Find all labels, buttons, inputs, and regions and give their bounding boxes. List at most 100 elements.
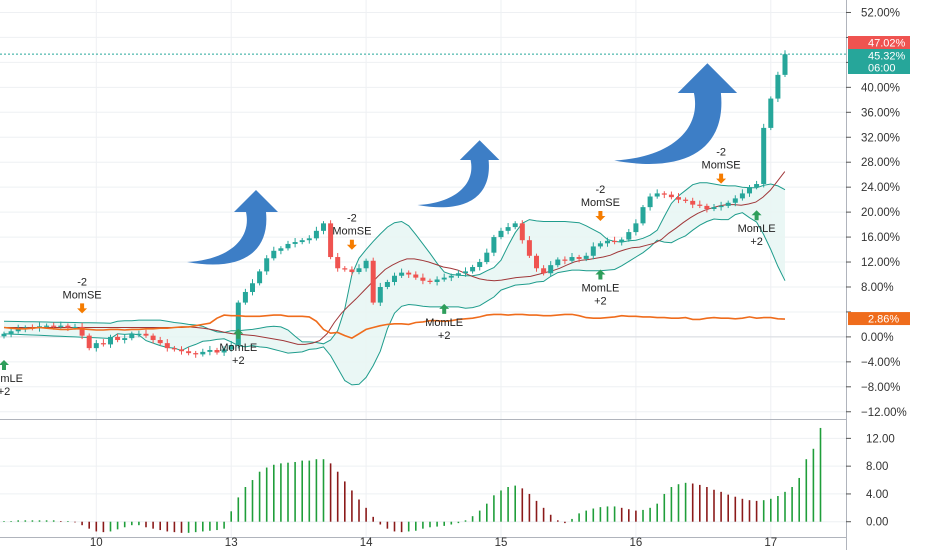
price-badge: 47.02% [848,36,910,50]
candle-body [569,257,575,261]
candle-body [399,272,405,276]
candle-body [498,230,504,238]
price-badge-bg [848,61,910,74]
signal-label: +2 [232,355,245,367]
price-tick-label: −4.00% [861,357,900,369]
candle-body [15,328,21,332]
time-tick-label: 15 [495,537,508,549]
price-badge: 06:00 [848,61,910,75]
price-badge: 45.32% [848,49,910,63]
candle-body [441,277,447,280]
up-arrow-icon [439,303,450,314]
candle-body [654,193,660,197]
candle-body [576,257,582,259]
candle-body [541,268,547,274]
candle-body [377,286,383,303]
signal-label: MomSE [581,197,620,209]
price-tick-label: −12.00% [861,407,907,419]
price-tick-label: 28.00% [861,157,900,169]
price-badge-bg [848,49,910,62]
signal-label: MomLE [0,373,23,385]
candle-body [704,205,710,209]
price-badge-label: 2.86% [868,314,899,326]
candle-body [505,227,511,231]
candle-body [519,223,525,241]
candle-body [612,240,618,243]
candle-body [647,196,653,208]
candle-body [328,223,334,258]
candle-body [271,250,277,259]
candle-body [434,279,440,282]
candle-body [122,338,128,341]
signal-label: -2 [347,213,357,225]
orange-indicator-line [3,313,786,339]
candle-body [455,273,461,276]
candle-body [690,200,696,205]
time-tick-label: 10 [90,537,103,549]
candle-body [264,258,270,272]
price-badge-bg [848,36,910,49]
signal-label: +2 [0,386,10,398]
candle-body [512,223,518,228]
middle-band-line [4,171,786,345]
price-tick-label: 0.00% [861,332,894,344]
candle-body [44,325,50,327]
candle-body [250,283,255,292]
down-arrow-icon [716,173,727,184]
price-badge: 2.86% [848,312,910,326]
candle-body [747,187,752,194]
up-arrow-icon [0,359,9,370]
signal-label: MomLE [219,342,257,354]
price-tick-label: 36.00% [861,107,900,119]
candle-body [463,271,468,274]
signal-label: +2 [594,296,607,308]
candle-body [605,240,610,244]
candle-body [1,333,7,337]
candle-body [534,255,539,269]
candle-body [150,335,156,341]
candlestick-series [1,50,788,358]
candle-body [257,271,263,284]
candle-body [633,223,639,233]
momentum-histogram [3,427,822,533]
histogram-tick-label: 12.00 [866,433,895,445]
candle-body [186,351,192,354]
curved-arrow-icon [187,190,278,265]
candle-body [285,243,291,249]
candle-body [65,325,71,328]
signal-label: MomSE [332,226,371,238]
histogram-tick-label: 0.00 [866,517,888,529]
signal-label: -2 [716,147,726,159]
signal-markers: -2MomSEMomLE+2MomLE+2-2MomSEMomLE+2-2Mom… [0,147,776,398]
candle-body [711,207,717,209]
candle-body [228,345,234,350]
candle-body [200,351,206,355]
candle-body [86,335,92,349]
signal-label: -2 [77,276,87,288]
candle-body [562,259,568,261]
candle-body [725,202,731,206]
candle-body [754,184,760,188]
price-tick-label: 12.00% [861,257,900,269]
price-tick-label: 52.00% [861,7,900,19]
candle-body [242,291,248,303]
candle-body [470,267,476,272]
curved-arrow-icon [417,140,500,208]
histogram-tick-label: 4.00 [866,489,888,501]
down-arrow-icon [346,239,357,250]
candle-body [548,265,554,274]
candle-body [278,248,284,251]
candle-body [370,260,376,303]
candle-body [58,325,64,327]
candle-body [718,205,724,208]
down-arrow-icon [595,211,606,221]
price-tick-label: 40.00% [861,82,900,94]
candle-body [448,275,454,278]
trend-arrows [187,63,738,265]
orange-line [3,313,786,339]
candle-body [164,343,170,349]
price-tick-label: 16.00% [861,232,900,244]
candle-body [526,240,532,256]
